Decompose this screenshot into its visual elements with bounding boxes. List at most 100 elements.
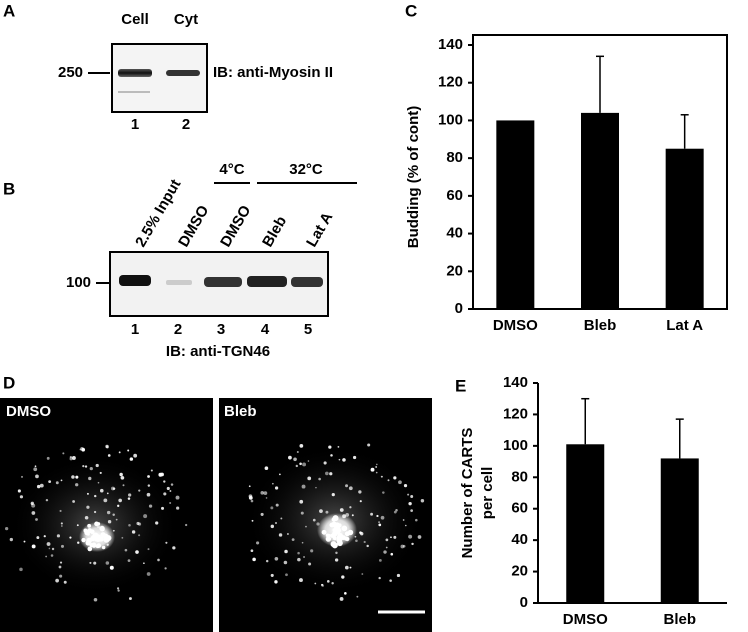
speckle (19, 567, 23, 572)
speckle (345, 512, 350, 517)
speckle (403, 484, 408, 488)
speckle (378, 558, 382, 562)
speckle (112, 513, 115, 516)
speckle (45, 555, 47, 558)
band (119, 275, 151, 286)
speckle (250, 499, 254, 503)
lane-number: 1 (131, 116, 139, 133)
y-tick-label: 140 (438, 36, 463, 53)
speckle (103, 498, 108, 503)
speckle (89, 561, 92, 564)
speckle (133, 453, 138, 458)
y-tick-label: 20 (511, 563, 528, 580)
speckle (376, 514, 379, 518)
speckle (321, 583, 324, 586)
speckle (100, 488, 104, 493)
speckle (80, 447, 84, 451)
speckle (341, 535, 346, 540)
speckle (260, 491, 265, 495)
y-tick-label: 140 (503, 374, 528, 391)
speckle (272, 482, 274, 485)
y-tick-label: 100 (503, 437, 528, 454)
lane-label: Cyt (174, 11, 198, 28)
speckle (334, 558, 339, 562)
speckle (101, 545, 106, 550)
speckle (318, 477, 321, 481)
speckle (389, 579, 392, 582)
speckle (96, 522, 101, 526)
y-tick-label: 0 (455, 300, 463, 317)
speckle (35, 518, 38, 521)
speckle (338, 458, 341, 461)
speckle (158, 472, 163, 477)
speckle (330, 454, 333, 457)
speckle (116, 587, 120, 590)
speckle (62, 452, 65, 455)
speckle (97, 481, 100, 484)
speckle (115, 518, 118, 521)
speckle (300, 511, 304, 515)
speckle (60, 544, 64, 548)
speckle (331, 493, 335, 497)
speckle (128, 493, 132, 497)
speckle (248, 485, 251, 488)
speckle (76, 524, 79, 527)
speckle (157, 558, 160, 562)
speckle (94, 494, 97, 498)
speckle (60, 522, 63, 525)
speckle (278, 533, 283, 537)
speckle (146, 492, 151, 497)
speckle (119, 472, 123, 477)
speckle (297, 551, 300, 555)
temperature-label: 32°C (289, 161, 323, 178)
band (204, 277, 242, 287)
speckle (95, 463, 99, 468)
speckle (107, 454, 111, 457)
speckle (112, 529, 115, 532)
speckle (410, 495, 414, 498)
speckle (172, 546, 176, 550)
speckle (86, 532, 90, 536)
speckle (146, 572, 151, 576)
speckle (117, 589, 120, 592)
speckle (170, 483, 174, 486)
speckle (359, 500, 362, 503)
speckle (71, 475, 75, 479)
speckle (84, 515, 89, 520)
y-tick-label: 0 (520, 594, 528, 611)
speckle (308, 562, 312, 566)
speckle (307, 476, 312, 481)
speckle (148, 504, 153, 508)
speckle (348, 486, 353, 491)
micrographs (0, 398, 432, 632)
speckle (333, 531, 337, 536)
speckle (147, 548, 150, 551)
speckle (161, 506, 165, 510)
speckle (393, 535, 397, 539)
y-tick-label: 80 (446, 149, 463, 166)
speckle (280, 517, 283, 520)
speckle (336, 537, 343, 544)
speckle (69, 455, 73, 459)
speckle (345, 536, 350, 542)
speckle (321, 529, 327, 535)
speckle (260, 512, 264, 517)
speckle (408, 501, 412, 506)
speckle (163, 480, 166, 483)
speckle (90, 529, 95, 535)
speckle (169, 502, 172, 505)
speckle (331, 542, 338, 549)
bar (566, 444, 605, 603)
speckle (164, 567, 167, 570)
speckle (35, 474, 39, 479)
speckle (99, 471, 102, 475)
speckle (307, 460, 310, 462)
speckle (58, 565, 62, 569)
speckle (337, 445, 340, 448)
speckle (314, 582, 317, 585)
band (247, 276, 287, 287)
speckle (264, 466, 269, 470)
speckle (85, 540, 91, 546)
speckle (124, 548, 128, 552)
x-tick-label: Bleb (584, 317, 617, 334)
